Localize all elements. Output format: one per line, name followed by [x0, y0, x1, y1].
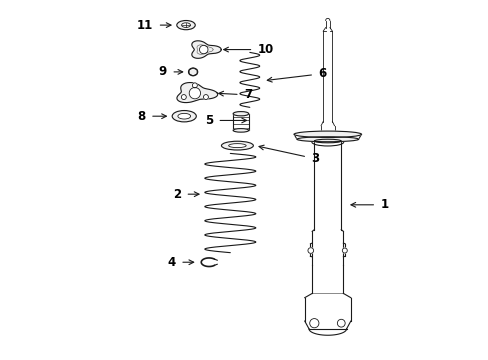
Text: 11: 11	[137, 19, 171, 32]
Ellipse shape	[296, 137, 358, 142]
Text: 5: 5	[204, 114, 246, 127]
Text: 4: 4	[167, 256, 193, 269]
Ellipse shape	[188, 68, 197, 76]
Circle shape	[192, 83, 197, 88]
Text: 3: 3	[259, 145, 319, 165]
Circle shape	[309, 319, 318, 328]
Ellipse shape	[233, 129, 248, 132]
Circle shape	[189, 87, 200, 99]
Ellipse shape	[172, 111, 196, 122]
Text: 9: 9	[159, 66, 183, 78]
Circle shape	[181, 95, 186, 100]
Text: 10: 10	[223, 43, 273, 56]
Ellipse shape	[228, 144, 245, 148]
Ellipse shape	[233, 112, 248, 116]
Ellipse shape	[177, 21, 195, 30]
Polygon shape	[177, 82, 217, 103]
Text: 7: 7	[218, 89, 252, 102]
Text: 2: 2	[173, 188, 199, 201]
Circle shape	[307, 248, 313, 253]
Text: 8: 8	[137, 110, 166, 123]
Circle shape	[337, 319, 345, 327]
Ellipse shape	[178, 113, 190, 119]
Text: 6: 6	[267, 67, 326, 82]
Ellipse shape	[181, 23, 190, 27]
Ellipse shape	[314, 139, 341, 143]
Circle shape	[199, 45, 207, 54]
Circle shape	[342, 248, 346, 253]
Ellipse shape	[293, 131, 361, 138]
Text: 1: 1	[350, 198, 388, 211]
Ellipse shape	[221, 141, 253, 150]
Circle shape	[203, 95, 208, 100]
Polygon shape	[191, 41, 221, 58]
